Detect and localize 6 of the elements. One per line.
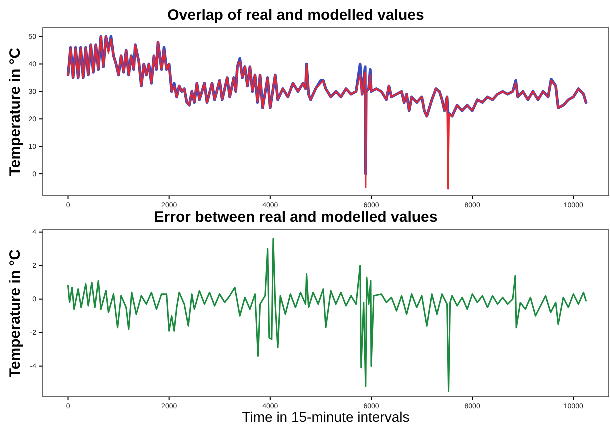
y-axis-title: Temperature in °C — [7, 249, 24, 378]
line-series — [68, 238, 588, 392]
chart-title: Error between real and modelled values — [154, 209, 438, 226]
chart-title: Overlap of real and modelled values — [168, 7, 424, 24]
x-axis-title: Time in 15-minute intervals — [242, 409, 410, 425]
y-axis-title: Temperature in °C — [7, 48, 24, 176]
